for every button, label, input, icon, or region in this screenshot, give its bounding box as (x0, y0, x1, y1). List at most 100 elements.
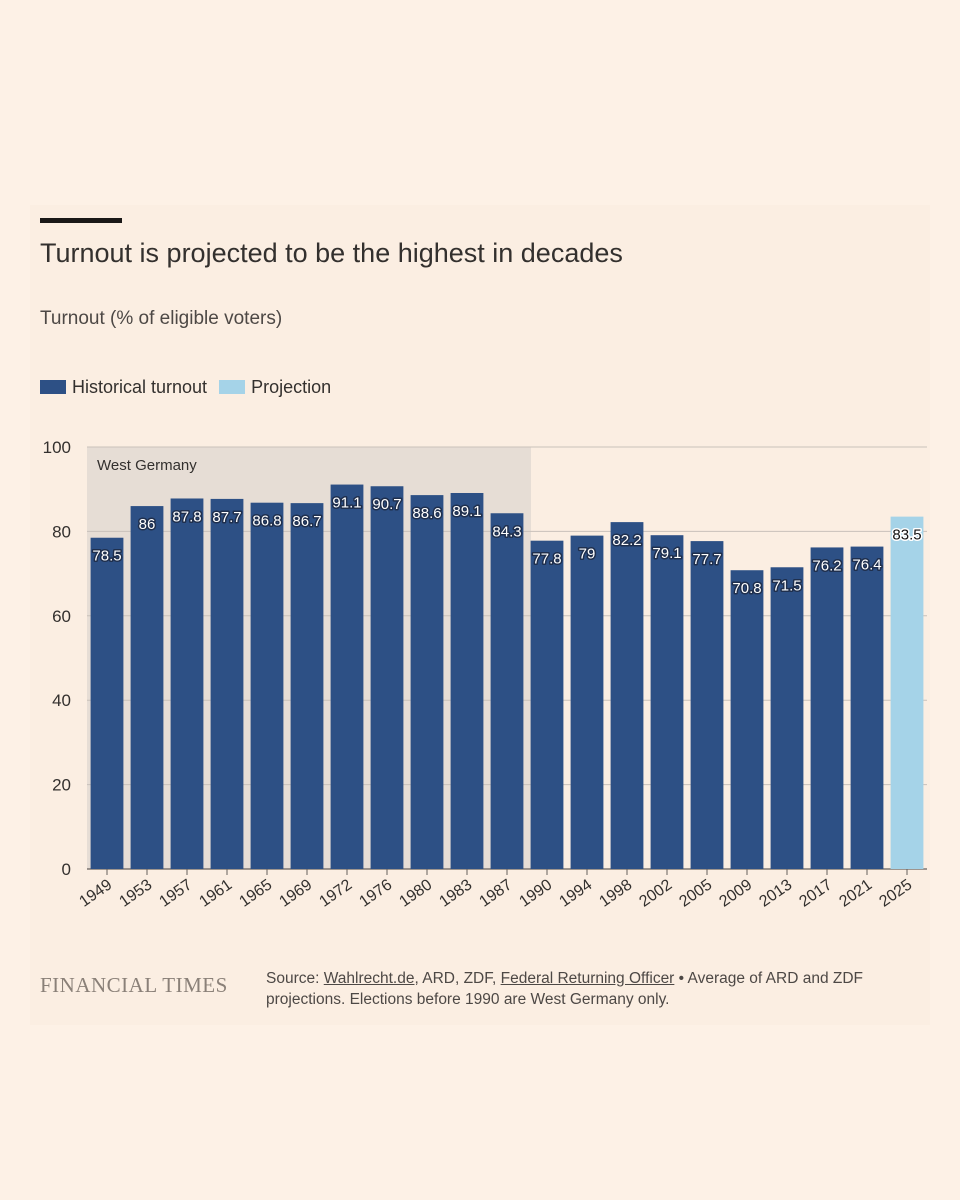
x-tick-label-1998: 1998 (596, 876, 635, 910)
bar-1965 (250, 502, 284, 869)
bar-2009 (730, 570, 764, 869)
chart-subtitle: Turnout (% of eligible voters) (40, 308, 283, 329)
accent-bar (40, 218, 122, 223)
value-label-1972: 91.1 (332, 495, 361, 512)
legend-swatch-historical (40, 380, 66, 394)
value-label-1987: 84.3 (492, 523, 521, 540)
value-label-halo-1957: 87.8 (172, 508, 201, 525)
bar-2002 (650, 535, 684, 869)
value-label-halo-1961: 87.7 (212, 509, 241, 526)
bar-1972 (330, 484, 364, 869)
x-tick-label-1990: 1990 (516, 876, 555, 910)
x-tick-label-2021: 2021 (836, 876, 875, 910)
value-label-2005: 77.7 (692, 551, 721, 568)
source-link-wahlrecht[interactable]: Wahlrecht.de (323, 970, 415, 987)
source-prefix: Source: (266, 970, 324, 987)
value-label-halo-2021: 76.4 (852, 557, 881, 574)
bar-1980 (410, 495, 444, 869)
x-tick-label-1969: 1969 (276, 876, 315, 910)
x-tick-label-1980: 1980 (396, 876, 435, 910)
bar-1983 (450, 492, 484, 869)
value-label-1953: 86 (139, 516, 156, 533)
value-label-halo-1949: 78.5 (92, 548, 121, 565)
value-label-1976: 90.7 (372, 496, 401, 513)
y-tick-label-80: 80 (52, 522, 71, 541)
value-label-halo-2017: 76.2 (812, 557, 841, 574)
value-label-1998: 82.2 (612, 532, 641, 549)
value-label-halo-2025: 83.5 (892, 527, 921, 544)
x-tick-label-2009: 2009 (716, 876, 755, 910)
chart-title: Turnout is projected to be the highest i… (40, 238, 623, 268)
source-mid: , ARD, ZDF, (414, 970, 501, 987)
legend-item-projection: Projection (219, 377, 331, 398)
x-tick-label-2025: 2025 (876, 876, 915, 910)
y-tick-label-60: 60 (52, 607, 71, 626)
value-label-halo-1990: 77.8 (532, 551, 561, 568)
y-tick-label-20: 20 (52, 776, 71, 795)
shaded-region-label: West Germany (97, 457, 197, 474)
value-label-halo-1953: 86 (139, 516, 156, 533)
value-label-halo-2013: 71.5 (772, 577, 801, 594)
bar-1987 (490, 513, 524, 869)
value-label-1965: 86.8 (252, 513, 281, 530)
x-tick-label-2005: 2005 (676, 876, 715, 910)
bar-2013 (770, 567, 804, 869)
legend-item-historical: Historical turnout (40, 377, 207, 398)
source-suffix: • Average of ARD and ZDF projections. El… (266, 970, 864, 1008)
value-label-halo-1972: 91.1 (332, 495, 361, 512)
value-label-1994: 79 (579, 546, 596, 563)
x-tick-label-1987: 1987 (476, 876, 515, 910)
legend: Historical turnout Projection (40, 375, 343, 399)
bar-1969 (290, 503, 324, 869)
ft-logo: FINANCIAL TIMES (40, 973, 228, 997)
y-tick-label-40: 40 (52, 691, 71, 710)
value-label-1969: 86.7 (292, 513, 321, 530)
x-tick-label-1983: 1983 (436, 876, 475, 910)
x-tick-label-1957: 1957 (156, 876, 195, 910)
value-label-1990: 77.8 (532, 551, 561, 568)
value-label-halo-1969: 86.7 (292, 513, 321, 530)
value-label-halo-2009: 70.8 (732, 580, 761, 597)
value-label-halo-1983: 89.1 (452, 503, 481, 520)
value-label-1983: 89.1 (452, 503, 481, 520)
bar-1949 (90, 537, 124, 869)
x-tick-label-1953: 1953 (116, 876, 155, 910)
value-label-halo-1994: 79 (579, 546, 596, 563)
value-label-1949: 78.5 (92, 548, 121, 565)
legend-label-historical: Historical turnout (72, 376, 208, 397)
x-tick-label-1994: 1994 (556, 876, 595, 910)
bar-1990 (530, 540, 564, 869)
y-tick-label-0: 0 (62, 860, 71, 879)
bar-1976 (370, 486, 404, 869)
x-tick-label-1949: 1949 (76, 876, 115, 910)
x-tick-label-1972: 1972 (316, 876, 355, 910)
value-label-halo-1976: 90.7 (372, 496, 401, 513)
bar-1957 (170, 498, 204, 869)
x-tick-label-1965: 1965 (236, 876, 275, 910)
x-tick-label-2013: 2013 (756, 876, 795, 910)
value-label-halo-1965: 86.8 (252, 513, 281, 530)
legend-swatch-projection (219, 380, 246, 394)
bar-2025 (890, 516, 924, 869)
value-label-2021: 76.4 (852, 557, 881, 574)
value-label-halo-1998: 82.2 (612, 532, 641, 549)
bar-1961 (210, 498, 244, 869)
value-label-halo-1980: 88.6 (412, 505, 441, 522)
value-label-2002: 79.1 (652, 545, 681, 562)
value-label-1957: 87.8 (172, 508, 201, 525)
legend-label-projection: Projection (251, 376, 332, 397)
bar-2017 (810, 547, 844, 869)
x-tick-label-2002: 2002 (636, 876, 675, 910)
value-label-1980: 88.6 (412, 505, 441, 522)
bar-1994 (570, 535, 604, 869)
x-tick-label-2017: 2017 (796, 876, 835, 910)
source-link-returning-officer[interactable]: Federal Returning Officer (500, 970, 675, 987)
value-label-2017: 76.2 (812, 557, 841, 574)
bar-1998 (610, 522, 644, 869)
value-label-1961: 87.7 (212, 509, 241, 526)
x-tick-label-1961: 1961 (196, 876, 235, 910)
value-label-2009: 70.8 (732, 580, 761, 597)
source-note: Source: Wahlrecht.de, ARD, ZDF, Federal … (266, 968, 906, 1010)
bar-2005 (690, 541, 724, 869)
